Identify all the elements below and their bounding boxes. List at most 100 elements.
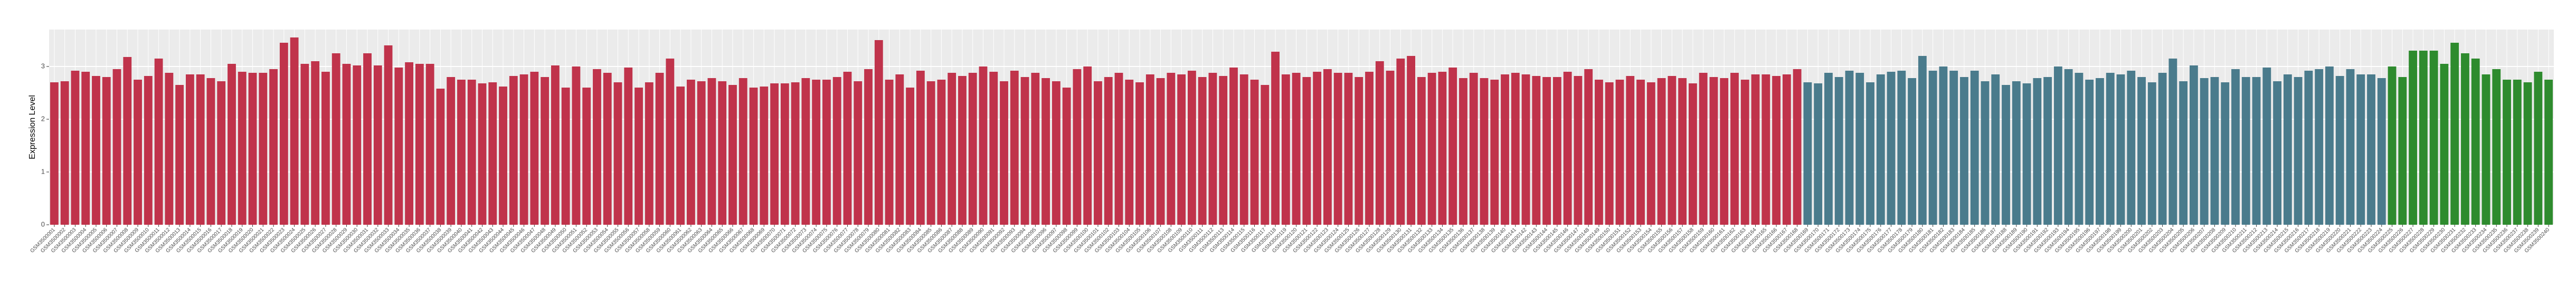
- bar: [1824, 73, 1833, 225]
- bar: [843, 72, 852, 225]
- bar: [279, 43, 288, 225]
- bar: [1501, 74, 1509, 225]
- bar: [1480, 78, 1489, 225]
- bar: [1490, 80, 1499, 225]
- bar: [2147, 82, 2156, 225]
- bar: [2335, 76, 2344, 225]
- bar: [1313, 72, 1322, 225]
- bar: [1803, 82, 1812, 225]
- bar: [655, 73, 664, 225]
- bar: [624, 68, 633, 225]
- bar: [1678, 78, 1687, 225]
- bar: [1688, 83, 1697, 225]
- bar: [1615, 80, 1624, 225]
- bar: [1511, 73, 1520, 225]
- bar: [1584, 69, 1593, 225]
- bar: [1271, 52, 1280, 225]
- bar: [405, 62, 414, 225]
- bar: [1657, 78, 1666, 225]
- bar: [1646, 82, 1655, 225]
- bar: [1375, 61, 1384, 225]
- bar: [832, 77, 841, 225]
- bar: [2356, 74, 2365, 225]
- bar: [1208, 73, 1217, 225]
- bar: [1135, 82, 1144, 225]
- bar: [1427, 73, 1436, 225]
- bar: [645, 82, 654, 225]
- bar: [519, 74, 528, 225]
- bar: [1908, 78, 1917, 225]
- bar: [175, 85, 184, 225]
- bar: [948, 73, 956, 225]
- bar: [436, 89, 445, 225]
- bar: [144, 76, 153, 225]
- bar: [2450, 43, 2459, 225]
- bar: [906, 88, 915, 225]
- bar: [1563, 72, 1572, 225]
- bar: [749, 88, 758, 225]
- bar: [2241, 77, 2250, 225]
- bar: [71, 71, 80, 225]
- bar: [2388, 66, 2397, 225]
- bar: [2127, 71, 2136, 225]
- bar: [2398, 77, 2407, 225]
- bar: [269, 69, 278, 225]
- bar: [1073, 69, 1082, 225]
- bar: [2544, 80, 2553, 225]
- bar: [2304, 71, 2313, 225]
- bar: [112, 69, 121, 225]
- y-tick-label: 0: [41, 220, 45, 228]
- bar: [791, 82, 800, 225]
- bar: [478, 83, 487, 225]
- bar: [2096, 78, 2104, 225]
- bar: [353, 65, 362, 225]
- bar: [2168, 59, 2177, 225]
- bar: [2116, 74, 2125, 225]
- bar: [467, 80, 476, 225]
- bar: [1438, 72, 1447, 225]
- bar: [2075, 73, 2083, 225]
- bar: [593, 69, 601, 225]
- bar: [1751, 74, 1760, 225]
- bar: [2002, 85, 2010, 225]
- bar: [1521, 74, 1530, 225]
- bar: [1261, 85, 1270, 225]
- bar: [2022, 83, 2031, 225]
- bar: [415, 64, 424, 225]
- bar: [394, 68, 403, 225]
- bar: [2252, 77, 2261, 225]
- bar: [1720, 78, 1729, 225]
- bar: [738, 78, 747, 225]
- bar: [384, 45, 393, 225]
- bar: [60, 81, 69, 225]
- bar: [488, 82, 497, 225]
- bar: [854, 81, 863, 225]
- bar: [1605, 82, 1614, 225]
- bar: [2043, 77, 2052, 225]
- bar: [165, 73, 174, 225]
- bar: [760, 87, 769, 225]
- bar: [457, 80, 466, 225]
- bar: [2346, 69, 2355, 225]
- bar: [425, 64, 434, 225]
- bar: [613, 82, 622, 225]
- bar: [2523, 82, 2532, 225]
- bar: [1198, 77, 1207, 225]
- bar: [2231, 69, 2240, 225]
- bar: [1386, 71, 1395, 225]
- bar: [1145, 74, 1154, 225]
- bar: [1782, 74, 1791, 225]
- bar: [509, 76, 518, 225]
- bar: [1772, 76, 1781, 225]
- bar: [2534, 72, 2543, 225]
- bar: [1323, 69, 1332, 225]
- bar: [979, 66, 988, 225]
- bar: [1855, 73, 1864, 225]
- bar: [1793, 69, 1802, 225]
- bar: [2085, 80, 2094, 225]
- bar: [1897, 71, 1906, 225]
- bar: [363, 53, 372, 225]
- bar: [1939, 66, 1948, 225]
- bar: [603, 73, 612, 225]
